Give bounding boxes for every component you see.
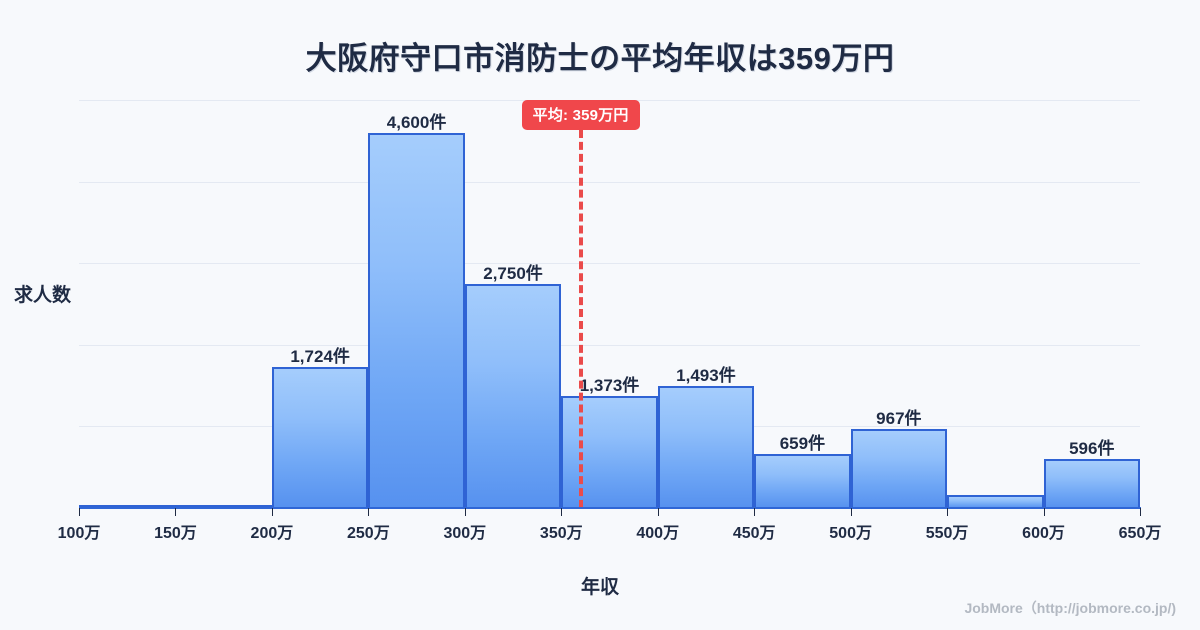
x-tick-label: 450万 — [732, 525, 776, 542]
x-tick-label: 600万 — [1022, 525, 1065, 542]
gridline — [79, 182, 1140, 183]
bar-value-label: 659件 — [779, 434, 826, 454]
x-tick-label: 250万 — [347, 525, 390, 542]
x-tick-mark — [175, 508, 177, 516]
bar[interactable] — [175, 505, 272, 508]
x-tick-label: 150万 — [154, 525, 197, 542]
bar[interactable] — [947, 494, 1044, 508]
bar-value-label: 1,373件 — [579, 375, 640, 395]
x-tick-label: 350万 — [539, 525, 583, 542]
x-tick-label: 200万 — [250, 525, 294, 542]
x-tick-label: 100万 — [57, 525, 101, 542]
plot-area: 1,724件 4,600件 2,750件 1,373件 1,493件 659件 967件 59… — [79, 100, 1140, 508]
bar[interactable] — [1043, 459, 1140, 508]
footer-credit: JobMore（http://jobmore.co.jp/) — [964, 600, 1176, 616]
x-tick-mark — [79, 508, 80, 516]
x-tick-label: 550万 — [925, 525, 969, 542]
x-tick-mark — [754, 508, 756, 516]
y-axis-title: 求人数 — [14, 285, 72, 306]
x-tick-mark — [1140, 508, 1141, 516]
bar-value-label: 596件 — [1069, 439, 1115, 459]
bar-value-label: 1,724件 — [290, 347, 350, 367]
bar[interactable] — [271, 367, 369, 508]
bar-value-label: 2,750件 — [483, 263, 543, 283]
bar[interactable] — [850, 429, 948, 508]
x-axis-title: 年収 — [580, 577, 619, 598]
bar[interactable] — [464, 283, 562, 508]
x-tick-mark — [657, 508, 659, 516]
x-tick-mark — [1043, 508, 1045, 516]
x-tick-label: 650万 — [1118, 525, 1162, 542]
average-badge: 平均: 359万円 — [521, 100, 640, 130]
x-tick-mark — [464, 508, 466, 516]
bar[interactable] — [368, 132, 465, 508]
x-tick-mark — [850, 508, 852, 516]
bar[interactable] — [754, 454, 851, 508]
bar-value-label: 1,493件 — [676, 366, 736, 386]
x-tick-mark — [561, 508, 563, 516]
gridline — [79, 263, 1140, 264]
bar[interactable] — [79, 505, 176, 508]
chart-title: 大阪府守口市消防士の平均年収は359万円 — [305, 41, 895, 76]
x-tick-mark — [368, 508, 370, 516]
bar-value-label: 967件 — [876, 409, 922, 429]
bar-value-label: 4,600件 — [386, 112, 447, 132]
x-tick-mark — [271, 508, 273, 516]
x-tick-label: 300万 — [443, 525, 487, 542]
x-tick-mark — [947, 508, 949, 516]
x-tick-label: 500万 — [829, 525, 872, 542]
average-line — [578, 130, 583, 508]
x-tick-label: 400万 — [636, 525, 680, 542]
x-axis-baseline — [79, 507, 1141, 509]
gridline — [79, 345, 1140, 346]
bar[interactable] — [561, 395, 658, 508]
bar[interactable] — [657, 386, 755, 508]
